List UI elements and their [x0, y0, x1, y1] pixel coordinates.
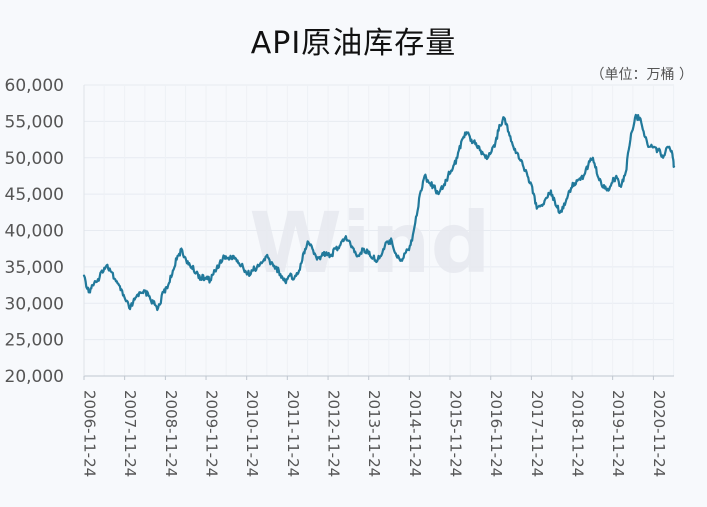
x-tick-label: 2019-11-24 — [609, 390, 627, 477]
x-tick-label: 2011-11-24 — [284, 390, 302, 477]
y-tick-label: 55,000 — [5, 112, 64, 132]
y-axis-ticks: 20,000 25,000 30,000 35,000 40,000 45,000 50,0… — [5, 76, 64, 387]
chart-title: API原油库存量 — [250, 26, 457, 61]
series-layer — [82, 113, 676, 312]
series-line — [82, 113, 676, 312]
x-tick-label: 2020-11-24 — [650, 390, 668, 477]
x-tick-label: 2014-11-24 — [406, 390, 424, 477]
x-tick-label: 2016-11-24 — [487, 390, 505, 477]
x-axis-ticks: 2006-11-24 2007-11-24 2008-11-24 2009-11-24… — [81, 376, 668, 477]
y-tick-label: 35,000 — [5, 258, 64, 278]
x-tick-label: 2008-11-24 — [162, 390, 180, 477]
x-tick-label: 2012-11-24 — [325, 390, 343, 477]
y-tick-label: 60,000 — [5, 76, 64, 96]
x-tick-label: 2013-11-24 — [365, 390, 383, 477]
y-tick-label: 30,000 — [5, 294, 64, 314]
wind-watermark: Wind — [249, 194, 490, 292]
y-tick-label: 20,000 — [5, 367, 64, 387]
unit-label: （单位：万桶 ） — [590, 67, 693, 83]
x-tick-label: 2006-11-24 — [81, 390, 99, 477]
x-tick-label: 2007-11-24 — [121, 390, 139, 477]
axes — [83, 85, 674, 377]
x-tick-label: 2018-11-24 — [569, 390, 587, 477]
x-tick-label: 2010-11-24 — [243, 390, 261, 477]
y-tick-label: 25,000 — [5, 331, 64, 351]
y-tick-label: 40,000 — [5, 222, 64, 242]
x-tick-label: 2009-11-24 — [203, 390, 221, 477]
y-tick-label: 45,000 — [5, 185, 64, 205]
y-tick-label: 50,000 — [5, 149, 64, 169]
x-tick-label: 2017-11-24 — [528, 390, 546, 477]
x-tick-label: 2015-11-24 — [446, 390, 464, 477]
